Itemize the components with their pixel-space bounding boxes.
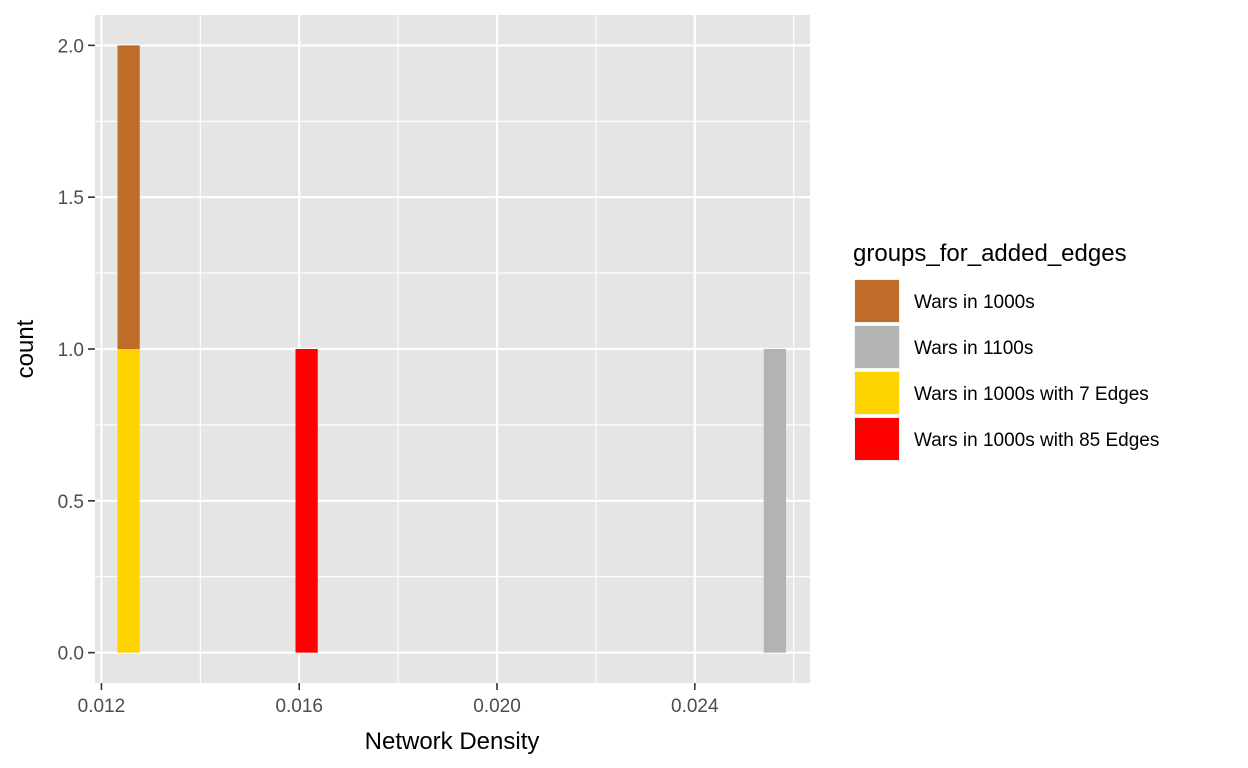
legend-title: groups_for_added_edges [853, 240, 1127, 267]
x-tick-label-2: 0.020 [473, 696, 521, 717]
x-axis: 0.012 0.016 0.020 0.024 [78, 683, 719, 717]
legend-swatch-3 [855, 418, 899, 460]
legend-label-2: Wars in 1000s with 7 Edges [914, 384, 1149, 405]
bar-3 [763, 349, 787, 653]
y-tick-label-2: 1.0 [58, 340, 84, 361]
bar-1 [117, 45, 140, 349]
legend-entries: Wars in 1000s Wars in 1100s Wars in 1000s … [854, 279, 1159, 461]
y-axis-title: count [12, 319, 39, 378]
legend-label-1: Wars in 1100s [914, 338, 1033, 359]
bar-2 [295, 349, 318, 653]
y-axis: 0.0 0.5 1.0 1.5 2.0 [58, 36, 95, 665]
y-tick-label-4: 2.0 [58, 36, 84, 57]
bar-0 [117, 349, 140, 653]
y-tick-label-3: 1.5 [58, 188, 84, 209]
y-tick-label-1: 0.5 [58, 492, 84, 513]
bars [117, 45, 787, 653]
x-tick-label-1: 0.016 [275, 696, 323, 717]
x-axis-title: Network Density [365, 728, 540, 755]
y-tick-label-0: 0.0 [58, 644, 84, 665]
legend-label-0: Wars in 1000s [914, 292, 1035, 313]
x-tick-label-0: 0.012 [78, 696, 126, 717]
x-tick-label-3: 0.024 [671, 696, 719, 717]
legend-swatch-1 [855, 326, 899, 368]
legend: groups_for_added_edges Wars in 1000sWars… [853, 240, 1159, 461]
legend-swatch-2 [855, 372, 899, 414]
legend-swatch-0 [855, 280, 899, 322]
legend-label-3: Wars in 1000s with 85 Edges [914, 430, 1159, 451]
